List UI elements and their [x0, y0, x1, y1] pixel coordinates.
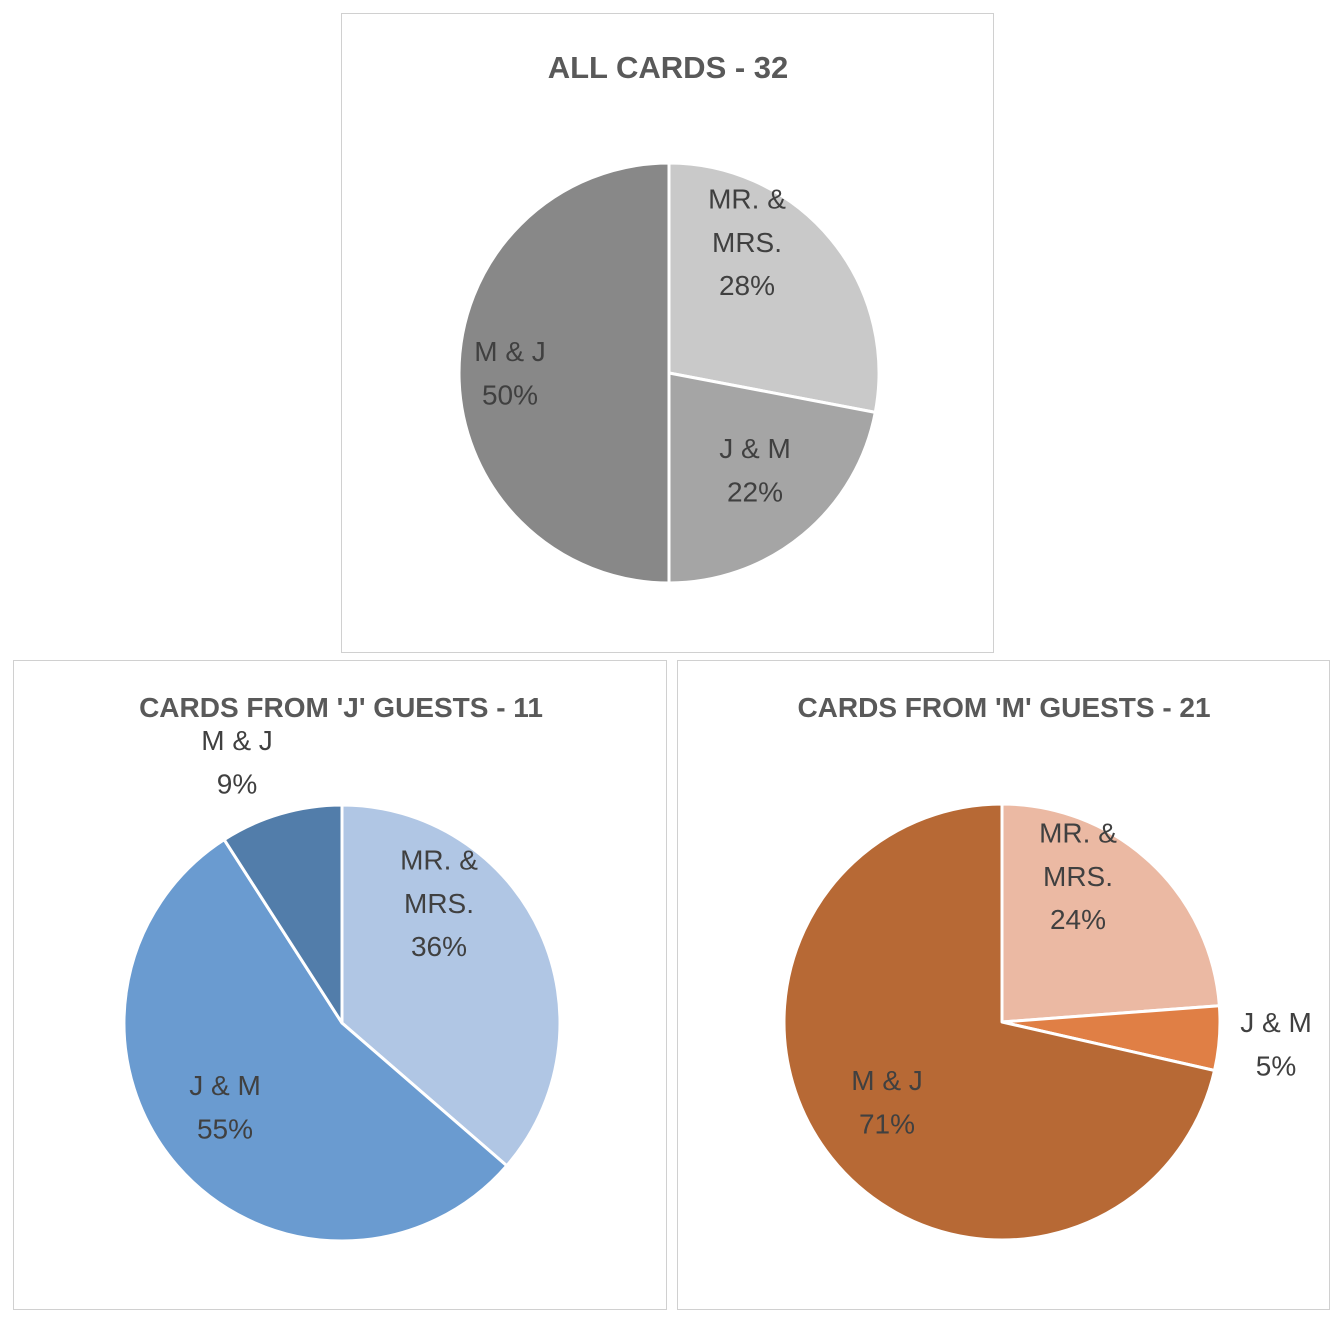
slice-category-label: MRS.	[1043, 861, 1113, 892]
pie-slice-1	[122, 838, 509, 1243]
pie-chart-all-cards: ALL CARDS - 32 MR. & MRS. 28% J & M 22% M & J…	[457, 50, 881, 585]
slice-percent-label: 9%	[217, 769, 257, 800]
slice-category-label: J & M	[1240, 1007, 1312, 1038]
chart-panel-all-cards: ALL CARDS - 32 MR. & MRS. 28% J & M 22% M & J…	[341, 13, 994, 653]
chart-panel-j-guests: CARDS FROM 'J' GUESTS - 11 MR. & MRS. 36% J…	[13, 660, 667, 1310]
pie-slice-0	[340, 803, 562, 1168]
pie-slice-2	[457, 161, 671, 585]
pie-slice-1	[667, 371, 877, 585]
slice-category-label: M & J	[201, 725, 273, 756]
chart-title: CARDS FROM 'J' GUESTS - 11	[139, 692, 543, 723]
pie-labels: MR. & MRS. 36% J & M 55% M & J 9%	[189, 725, 478, 1144]
slice-category-label: MRS.	[404, 888, 474, 919]
slice-category-label: M & J	[851, 1065, 923, 1096]
slice-category-label: MR. &	[1039, 817, 1117, 848]
slice-category-label: MRS.	[712, 227, 782, 258]
slice-category-label: M & J	[474, 336, 546, 367]
chart-panel-m-guests: CARDS FROM 'M' GUESTS - 21 MR. & MRS. 24% J…	[677, 660, 1330, 1310]
chart-title: CARDS FROM 'M' GUESTS - 21	[797, 692, 1210, 723]
pie-slices	[782, 802, 1222, 1242]
slice-category-label: J & M	[719, 433, 791, 464]
slice-category-label: MR. &	[708, 183, 786, 214]
slice-percent-label: 28%	[719, 270, 775, 301]
slice-percent-label: 55%	[197, 1114, 253, 1145]
slice-percent-label: 50%	[482, 380, 538, 411]
pie-slice-0	[1000, 802, 1221, 1024]
slice-percent-label: 22%	[727, 477, 783, 508]
pie-slice-0	[667, 161, 881, 414]
slice-category-label: J & M	[189, 1070, 261, 1101]
slice-category-label: MR. &	[400, 844, 478, 875]
slice-percent-label: 5%	[1256, 1051, 1296, 1082]
pie-labels: MR. & MRS. 24% J & M 5% M & J 71%	[851, 817, 1312, 1139]
slice-percent-label: 36%	[411, 931, 467, 962]
slice-percent-label: 24%	[1050, 904, 1106, 935]
pie-chart-m-guests: CARDS FROM 'M' GUESTS - 21 MR. & MRS. 24% J…	[782, 692, 1312, 1242]
pie-slice-2	[222, 803, 344, 1025]
pie-slice-2	[782, 802, 1217, 1242]
chart-title: ALL CARDS - 32	[548, 50, 789, 85]
slice-percent-label: 71%	[859, 1109, 915, 1140]
pie-labels: MR. & MRS. 28% J & M 22% M & J 50%	[474, 183, 791, 507]
pie-chart-j-guests: CARDS FROM 'J' GUESTS - 11 MR. & MRS. 36% J…	[122, 692, 562, 1243]
pie-slices	[457, 161, 881, 585]
pie-slices	[122, 803, 562, 1243]
